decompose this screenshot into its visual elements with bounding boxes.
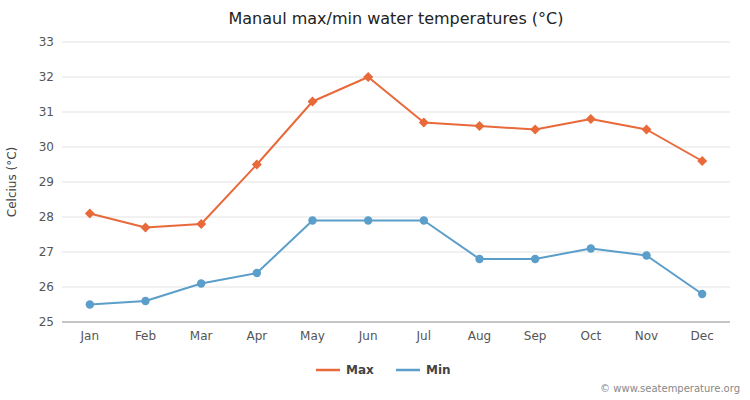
grid-line (62, 112, 730, 113)
x-tick-label: Jun (358, 329, 378, 343)
grid-line (62, 252, 730, 253)
plot-area (85, 72, 707, 309)
annotation: © www.seatemperature.org (600, 383, 740, 394)
x-tick-label: Dec (691, 329, 714, 343)
point (85, 209, 95, 219)
x-tick-label: Apr (246, 329, 267, 343)
point (363, 72, 373, 82)
x-tick-label: Mar (190, 329, 213, 343)
grid-line (62, 182, 730, 183)
y-tick-label: 31 (39, 105, 54, 119)
series-line (90, 77, 702, 228)
x-tick-label: Jan (80, 329, 100, 343)
point (697, 156, 707, 166)
point (530, 125, 540, 135)
point (698, 290, 706, 298)
point (197, 279, 205, 287)
point (420, 216, 428, 224)
y-tick-label: 26 (39, 280, 54, 294)
y-tick-label: 25 (39, 315, 54, 329)
x-tick-label: Jul (416, 329, 431, 343)
y-tick-label: 32 (39, 70, 54, 84)
point (253, 269, 261, 277)
title: Manaul max/min water temperatures (°C) (228, 9, 563, 28)
y-tick-label: 28 (39, 210, 54, 224)
point (587, 244, 595, 252)
y-axis-label: Celcius (°C) (5, 147, 19, 217)
x-tick-label: Feb (135, 329, 156, 343)
legend-label: Min (426, 363, 451, 377)
point (308, 216, 316, 224)
x-tick-label: Aug (468, 329, 491, 343)
chart: Manaul max/min water temperatures (°C) Ce… (0, 0, 750, 400)
y-tick-label: 33 (39, 35, 54, 49)
point (419, 118, 429, 128)
grid (62, 42, 730, 322)
legend-swatch (396, 369, 420, 372)
grid-line (62, 287, 730, 288)
y-tick-label: 30 (39, 140, 54, 154)
x-tick-label: Oct (580, 329, 601, 343)
series-line (90, 221, 702, 305)
x-tick-label: Nov (635, 329, 658, 343)
y-tick-label: 27 (39, 245, 54, 259)
point (196, 219, 206, 229)
x-tick-label: May (300, 329, 325, 343)
point (364, 216, 372, 224)
grid-line (62, 147, 730, 148)
x-axis-line (62, 322, 730, 323)
point (642, 251, 650, 259)
point (642, 125, 652, 135)
point (475, 255, 483, 263)
grid-line (62, 42, 730, 43)
point (586, 114, 596, 124)
point (141, 223, 151, 233)
point (252, 160, 262, 170)
y-tick-label: 29 (39, 175, 54, 189)
point (308, 97, 318, 107)
grid-line (62, 77, 730, 78)
legend: Max Min (316, 363, 451, 377)
legend-label: Max (346, 363, 374, 377)
x-tick-label: Sep (524, 329, 547, 343)
grid-line (62, 217, 730, 218)
point (531, 255, 539, 263)
point (141, 297, 149, 305)
point (86, 300, 94, 308)
grid-line (62, 322, 730, 323)
legend-swatch (316, 369, 340, 372)
point (475, 121, 485, 131)
